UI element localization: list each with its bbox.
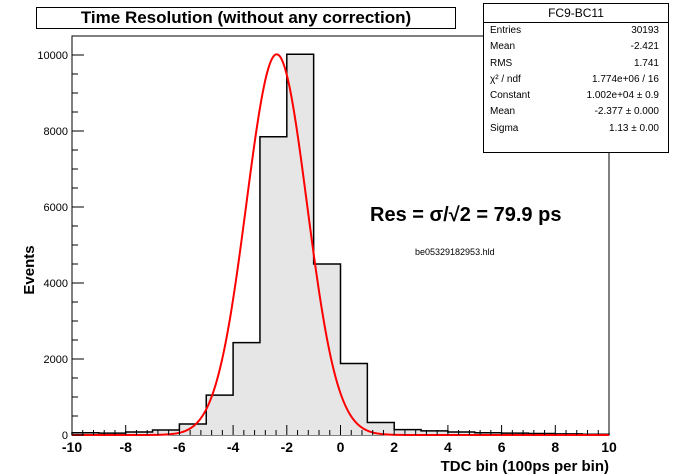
histogram-bin <box>474 432 502 435</box>
y-tick-label: 8000 <box>44 126 68 138</box>
histogram-bin <box>259 136 287 435</box>
chart-title: Time Resolution (without any correction) <box>36 7 456 29</box>
histogram-bin <box>286 54 314 436</box>
stats-value: 1.002e+04 ± 0.9 <box>586 90 660 102</box>
histogram-bin <box>394 429 422 435</box>
stats-row: Mean -2.377 ± 0.000 <box>484 104 668 120</box>
gaussian-fit-curve <box>72 53 609 436</box>
histogram-bin <box>72 432 99 435</box>
stats-label: χ² / ndf <box>490 73 521 85</box>
x-tick-label: 10 <box>601 439 617 455</box>
x-tick-label: 4 <box>444 439 452 455</box>
stats-value: 1.13 ± 0.00 <box>609 122 659 134</box>
stats-row: Sigma 1.13 ± 0.00 <box>484 121 668 137</box>
histogram-outline <box>71 53 610 435</box>
stats-row: Mean -2.421 <box>484 39 668 55</box>
x-tick-label: -10 <box>62 439 82 455</box>
filename-annotation: be05329182953.hld <box>415 247 495 257</box>
y-tick-label: 10000 <box>37 50 68 62</box>
stats-label: Sigma <box>490 122 519 134</box>
stats-value: -2.377 ± 0.000 <box>594 106 659 118</box>
resolution-annotation: Res = σ/√2 = 79.9 ps <box>370 204 562 226</box>
y-tick-label: 2000 <box>44 354 68 366</box>
x-tick-label: 0 <box>337 439 345 455</box>
stats-label: Entries <box>490 25 522 36</box>
x-tick-label: 2 <box>390 439 398 455</box>
x-tick-label: 8 <box>551 439 559 455</box>
x-tick-label: -2 <box>281 439 294 455</box>
histogram-bin <box>125 431 153 435</box>
x-axis: -10 -8 -6 -4 -2 0 2 4 6 8 10 <box>62 425 617 455</box>
stats-row: Constant 1.002e+04 ± 0.9 <box>484 88 668 104</box>
stats-value: 1.741 <box>633 57 659 69</box>
y-tick-label: 6000 <box>44 202 68 214</box>
x-axis-title: TDC bin (100ps per bin) <box>441 458 609 475</box>
histogram-bin <box>447 431 475 435</box>
x-tick-label: -4 <box>227 439 240 455</box>
x-tick-label: -8 <box>119 439 132 455</box>
histogram-bin <box>313 264 341 435</box>
x-tick-label: -6 <box>173 439 186 455</box>
stats-box: FC9-BC11 Entries 30193 Mean -2.421 RMS 1.74… <box>483 3 669 153</box>
histogram-bins <box>72 54 609 436</box>
x-tick-label: 6 <box>498 439 506 455</box>
stats-row: χ² / ndf 1.774e+06 / 16 <box>484 72 668 88</box>
y-tick-label: 4000 <box>44 278 68 290</box>
stats-value: 30193 <box>631 25 659 36</box>
y-axis-title: Events <box>21 245 38 294</box>
stats-label: RMS <box>490 57 513 69</box>
histogram-bin <box>179 423 207 435</box>
stats-value: -2.421 <box>630 41 659 53</box>
stats-label: Constant <box>490 90 531 102</box>
histogram-bin <box>421 430 448 435</box>
stats-box-title: FC9-BC11 <box>484 4 668 23</box>
stats-label: Mean <box>490 106 516 118</box>
y-axis: 0 2000 4000 6000 8000 10000 <box>37 35 84 442</box>
stats-label: Mean <box>490 41 516 53</box>
y-tick-label: 0 <box>62 430 68 442</box>
histogram-bin <box>340 363 368 435</box>
stats-row: RMS 1.741 <box>484 56 668 72</box>
histogram-bin <box>233 342 260 435</box>
stats-value: 1.774e+06 / 16 <box>591 73 659 85</box>
stats-row: Entries 30193 <box>484 23 668 39</box>
histogram-bin <box>152 430 180 435</box>
